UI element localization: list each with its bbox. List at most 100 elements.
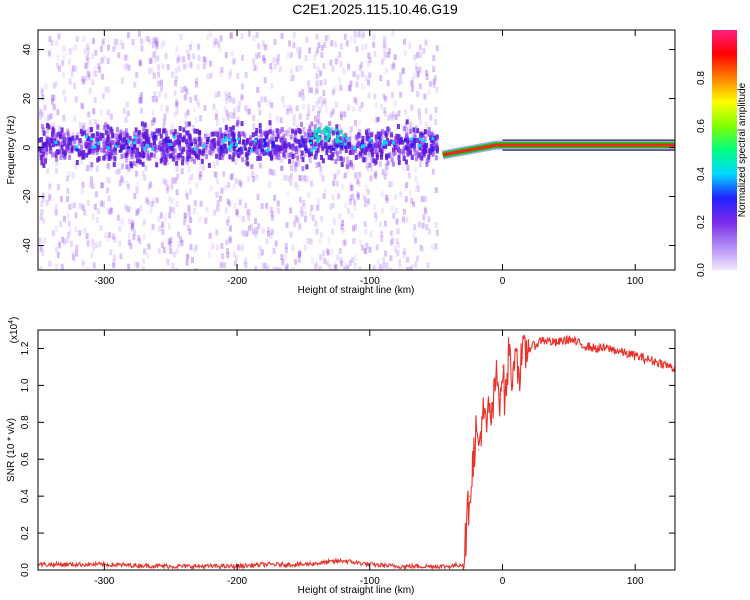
noise-speckle [80,102,84,109]
noise-speckle [392,63,396,70]
noise-speckle [109,249,113,256]
noise-speckle [248,108,252,115]
noise-speckle [42,218,46,225]
signal-band-cell [153,144,157,150]
noise-speckle [74,65,78,72]
noise-speckle [187,54,191,61]
signal-band-cell [410,155,414,160]
noise-speckle [425,224,429,231]
noise-speckle [94,191,98,198]
noise-speckle [120,219,124,225]
signal-band-cell [402,148,406,154]
signal-band-cell [198,130,201,136]
snr-point [170,565,172,567]
noise-speckle [127,165,131,172]
noise-speckle [121,43,125,50]
noise-speckle [215,191,219,198]
noise-speckle [358,171,362,178]
signal-band-cell [207,162,211,168]
noise-speckle [319,170,323,177]
signal-band-cell [340,162,344,167]
noise-speckle [73,83,76,89]
signal-band-cell [220,155,224,161]
noise-speckle [435,229,439,236]
noise-speckle [367,79,370,86]
noise-speckle [426,262,430,269]
noise-speckle [91,239,95,246]
signal-band-cell [280,140,284,146]
noise-speckle [240,215,244,222]
noise-speckle [305,36,309,43]
noise-speckle [75,36,79,43]
signal-band-cell [182,146,186,152]
noise-speckle [126,110,130,117]
noise-speckle [373,92,377,99]
snr-xtick-label: -200 [227,576,247,587]
noise-speckle [414,186,418,193]
signal-band-cell [401,139,405,145]
noise-speckle [166,184,170,191]
noise-speckle [72,202,76,209]
signal-band-cell [237,152,240,158]
signal-band-cell [40,160,44,166]
noise-speckle [164,179,168,186]
signal-band-cell [75,135,79,141]
signal-band-cell [413,150,417,156]
signal-band-cell [90,162,94,168]
noise-speckle [126,206,130,213]
noise-speckle [289,104,293,111]
noise-speckle [351,106,355,113]
noise-speckle [169,237,173,243]
signal-band-cell [363,150,367,156]
noise-speckle [284,265,288,270]
noise-speckle [349,35,353,42]
signal-band-cell [300,154,304,159]
signal-band-cell [121,144,125,150]
noise-speckle [361,83,365,90]
snr-ytick-label: 0.6 [20,452,31,466]
noise-speckle [146,35,150,42]
noise-speckle [401,68,405,75]
noise-speckle [168,237,172,244]
noise-speckle [125,168,129,175]
signal-band-cell [111,132,115,138]
signal-hotspot [310,137,314,140]
noise-speckle [416,90,420,97]
signal-band-cell [386,160,390,166]
noise-speckle [175,268,179,270]
noise-speckle [159,105,163,112]
noise-speckle [327,237,331,244]
noise-speckle [328,264,332,270]
noise-speckle [298,250,302,257]
signal-band-cell [297,139,301,145]
noise-speckle [423,93,427,100]
noise-speckle [232,58,236,65]
noise-speckle [166,244,170,250]
noise-speckle [353,199,357,206]
signal-band-cell [413,138,417,144]
noise-speckle [91,79,95,86]
signal-band-cell [413,135,417,141]
snr-point [488,403,490,405]
noise-speckle [150,201,154,207]
noise-speckle [175,189,179,196]
signal-band-cell [179,146,183,152]
noise-speckle [240,229,244,236]
signal-band-cell [331,130,335,136]
noise-speckle [360,101,364,108]
snr-ylabel: SNR (10 * v/v) [6,418,17,482]
noise-speckle [128,218,132,225]
noise-speckle [86,165,90,171]
noise-speckle [177,241,181,248]
noise-speckle [240,95,243,102]
signal-band-cell [305,164,309,170]
noise-speckle [153,38,157,45]
signal-band-cell [367,132,371,138]
noise-speckle [298,223,302,230]
signal-band-cell [361,135,365,141]
noise-speckle [61,236,65,243]
noise-speckle [84,129,88,136]
noise-speckle [152,37,156,43]
signal-band-cell [91,148,95,154]
signal-band-cell [409,128,413,134]
